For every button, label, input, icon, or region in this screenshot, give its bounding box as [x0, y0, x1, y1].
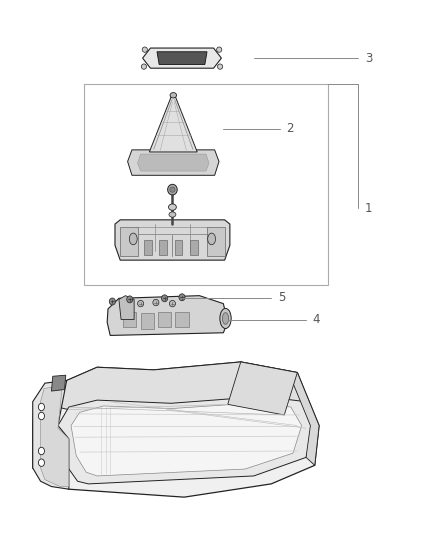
Ellipse shape	[153, 300, 159, 306]
Ellipse shape	[168, 184, 177, 195]
Polygon shape	[207, 227, 225, 256]
Bar	[175, 240, 183, 255]
Text: 4: 4	[313, 313, 320, 326]
Polygon shape	[107, 296, 228, 335]
Polygon shape	[158, 312, 171, 327]
Polygon shape	[123, 312, 136, 327]
Ellipse shape	[110, 298, 116, 305]
Bar	[159, 240, 167, 255]
Ellipse shape	[170, 187, 175, 192]
Polygon shape	[120, 227, 138, 256]
Polygon shape	[58, 397, 315, 484]
Polygon shape	[157, 52, 207, 64]
Polygon shape	[119, 296, 134, 319]
Ellipse shape	[142, 47, 148, 52]
Ellipse shape	[169, 204, 177, 211]
Ellipse shape	[127, 296, 133, 303]
Text: 1: 1	[365, 201, 372, 215]
Ellipse shape	[223, 313, 229, 324]
Polygon shape	[51, 375, 66, 391]
Polygon shape	[141, 313, 154, 328]
Polygon shape	[143, 48, 221, 68]
Text: 5: 5	[278, 291, 285, 304]
Ellipse shape	[170, 93, 177, 98]
Polygon shape	[115, 220, 230, 260]
Ellipse shape	[39, 403, 45, 411]
Polygon shape	[41, 386, 69, 487]
Bar	[144, 240, 152, 255]
Polygon shape	[138, 154, 209, 171]
Ellipse shape	[39, 413, 45, 419]
Polygon shape	[176, 312, 188, 327]
Ellipse shape	[138, 301, 144, 307]
Ellipse shape	[39, 447, 45, 455]
Polygon shape	[33, 381, 69, 489]
Polygon shape	[291, 373, 319, 465]
Polygon shape	[149, 97, 197, 152]
Polygon shape	[71, 403, 302, 476]
Ellipse shape	[179, 294, 185, 301]
Bar	[84, 84, 328, 285]
Ellipse shape	[162, 295, 168, 302]
Text: 2: 2	[286, 122, 294, 135]
Polygon shape	[228, 362, 297, 415]
Ellipse shape	[217, 47, 222, 52]
Text: 3: 3	[365, 52, 372, 64]
Ellipse shape	[208, 233, 215, 245]
Ellipse shape	[141, 64, 147, 69]
Polygon shape	[33, 362, 319, 497]
Ellipse shape	[218, 64, 223, 69]
Polygon shape	[127, 150, 219, 175]
Ellipse shape	[39, 459, 45, 466]
Ellipse shape	[129, 233, 137, 245]
Polygon shape	[34, 362, 306, 415]
Ellipse shape	[220, 309, 231, 328]
Ellipse shape	[169, 212, 176, 217]
Ellipse shape	[170, 301, 176, 307]
Bar	[190, 240, 198, 255]
